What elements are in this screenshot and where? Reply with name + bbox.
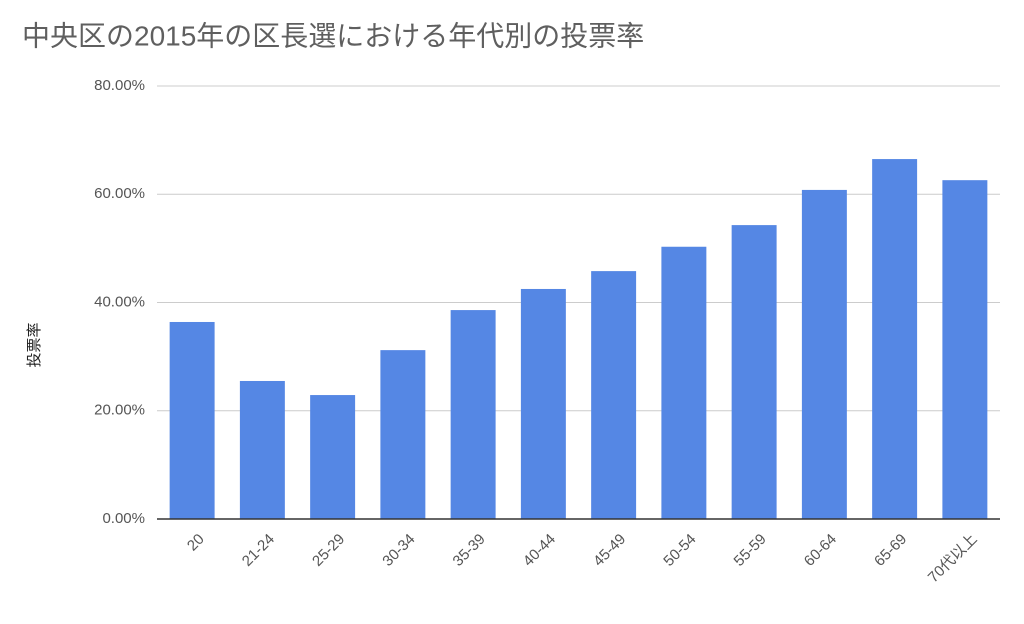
bar (942, 180, 988, 520)
x-tick-label: 35-39 (450, 531, 489, 570)
y-tick-label: 20.00% (94, 402, 145, 419)
bar (872, 159, 918, 519)
x-tick-label: 20 (184, 531, 208, 555)
bar (661, 246, 707, 519)
chart-title: 中央区の2015年の区長選における年代別の投票率 (22, 20, 644, 51)
x-tick-label: 70代以上 (925, 531, 981, 587)
bar (380, 350, 426, 519)
x-tick-label: 45-49 (590, 531, 629, 570)
bar (520, 288, 566, 519)
y-tick-label: 0.00% (102, 510, 145, 527)
y-axis-label: 投票率 (26, 322, 43, 367)
y-tick-label: 80.00% (94, 77, 145, 94)
bar (310, 395, 356, 519)
x-tick-label: 40-44 (520, 531, 559, 570)
bar (450, 310, 496, 519)
x-tick-label: 50-54 (660, 531, 699, 570)
y-tick-label: 60.00% (94, 185, 145, 202)
bar (169, 321, 215, 519)
x-tick-label: 55-59 (731, 531, 770, 570)
x-tick-label: 65-69 (871, 531, 910, 570)
y-tick-label: 40.00% (94, 293, 145, 310)
bar (731, 225, 777, 519)
x-tick-label: 30-34 (379, 531, 418, 570)
bar (591, 271, 637, 519)
x-tick-label: 21-24 (239, 531, 278, 570)
bar (801, 189, 847, 520)
bar (239, 380, 285, 519)
x-tick-label: 60-64 (801, 531, 840, 570)
x-tick-label: 25-29 (309, 531, 348, 570)
